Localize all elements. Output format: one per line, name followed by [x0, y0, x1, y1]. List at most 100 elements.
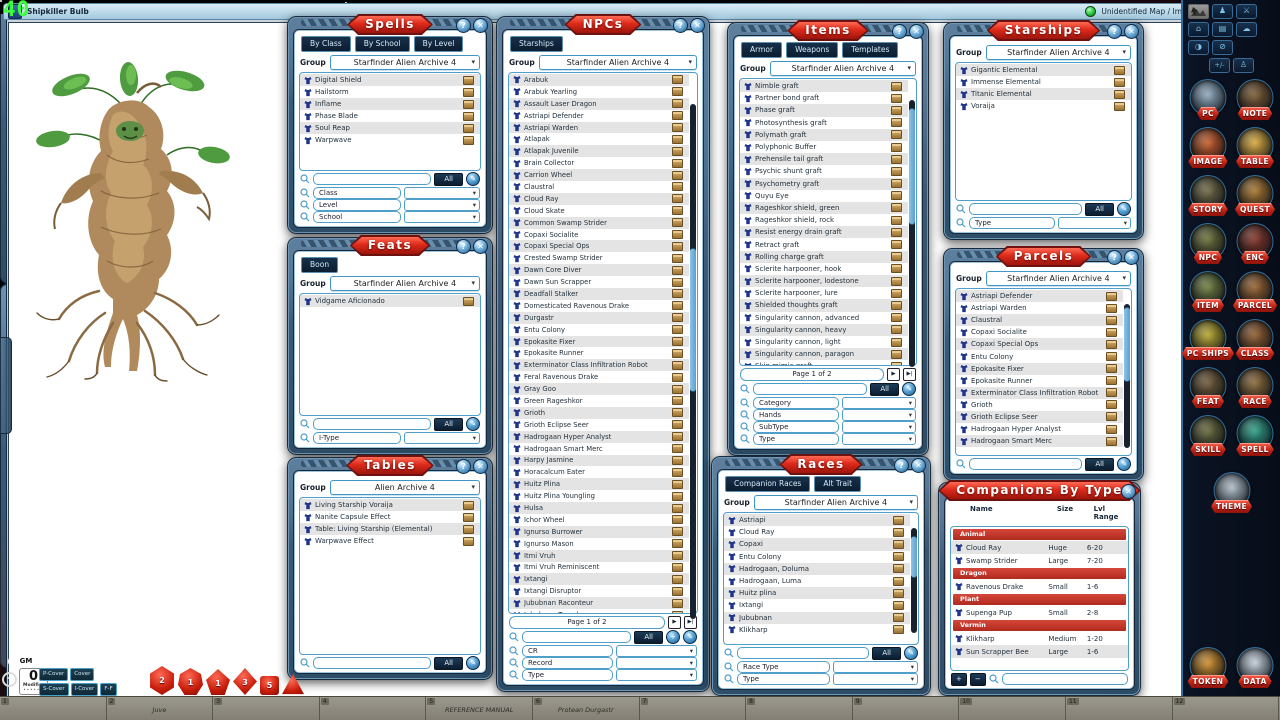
targeting-icon[interactable] — [2, 672, 17, 687]
cover-button[interactable]: S-Cover — [39, 683, 69, 696]
link-icon[interactable] — [1106, 412, 1117, 422]
link-icon[interactable] — [891, 142, 902, 152]
link-icon[interactable] — [672, 194, 683, 204]
remove-button[interactable]: − — [969, 672, 986, 686]
list-item[interactable]: Phase Blade — [300, 110, 480, 122]
filter-dropdown[interactable]: ▾ — [841, 433, 916, 445]
link-icon[interactable] — [672, 218, 683, 228]
list-item[interactable]: Dawn Core Diver — [509, 264, 689, 277]
link-icon[interactable] — [672, 301, 683, 311]
help-button[interactable]: ? — [673, 18, 688, 33]
filter-dropdown[interactable]: ▾ — [403, 187, 480, 199]
group-dropdown[interactable]: Starfinder Alien Archive 4 ▾ — [753, 495, 918, 510]
figure-tool-icon[interactable]: ♟ — [1212, 4, 1233, 19]
search-input[interactable] — [737, 647, 870, 659]
list-item[interactable]: Cloud Ray — [509, 192, 689, 205]
tab[interactable]: Armor — [741, 42, 783, 58]
list-item[interactable]: Retract graft — [740, 238, 908, 250]
edit-button[interactable]: ✎ — [466, 417, 480, 431]
companion-row[interactable]: Sun Scrapper Bee Large 1-6 — [951, 645, 1128, 658]
search-input[interactable] — [313, 657, 432, 669]
combat-tool-icon[interactable]: ⚔ — [1236, 4, 1257, 19]
sidebar-button-theme[interactable]: THEME — [1208, 472, 1255, 511]
sidebar-button[interactable]: TABLE — [1232, 127, 1279, 166]
link-icon[interactable] — [672, 372, 683, 382]
sidebar-button[interactable]: TOKEN — [1185, 647, 1232, 686]
help-button[interactable]: ? — [892, 24, 907, 39]
list-item[interactable]: Epokasite Runner — [956, 375, 1123, 387]
link-icon[interactable] — [891, 154, 902, 164]
next-page-button[interactable]: ▶ — [887, 368, 900, 381]
list-item[interactable]: Hailstorm — [300, 86, 480, 98]
list-item[interactable]: Psychometry graft — [740, 177, 908, 190]
list-item[interactable]: Deadfall Stalker — [509, 288, 689, 300]
hotkey-slot[interactable]: 6 Protean Durgastr — [533, 697, 640, 720]
link-icon[interactable] — [672, 253, 683, 263]
link-icon[interactable] — [672, 503, 683, 513]
tab[interactable]: Starships — [510, 36, 563, 52]
companion-row[interactable]: Ravenous Drake Small 1-6 — [951, 580, 1128, 593]
scrollbar[interactable] — [911, 528, 917, 633]
disable-tool-icon[interactable]: ⊘ — [1212, 40, 1233, 55]
help-button[interactable]: ? — [456, 459, 471, 474]
link-icon[interactable] — [463, 536, 474, 546]
link-icon[interactable] — [672, 158, 683, 168]
list-item[interactable]: Cloud Ray — [724, 526, 910, 538]
link-icon[interactable] — [463, 123, 474, 133]
add-record-button[interactable]: + — [666, 630, 680, 644]
link-icon[interactable] — [893, 539, 904, 549]
link-icon[interactable] — [1106, 424, 1117, 434]
link-icon[interactable] — [672, 182, 683, 192]
link-icon[interactable] — [672, 277, 683, 287]
cover-button[interactable]: Cover — [70, 668, 95, 681]
link-icon[interactable] — [672, 313, 683, 323]
list-item[interactable]: Hadrogaan, Luma — [724, 575, 910, 587]
sidebar-button[interactable]: NOTE — [1232, 79, 1279, 118]
link-icon[interactable] — [672, 586, 683, 596]
search-input[interactable] — [969, 203, 1083, 215]
list-item[interactable]: Atlapak Juvenile — [509, 145, 689, 158]
hotkey-slot[interactable]: 10 — [959, 697, 1066, 720]
link-icon[interactable] — [672, 87, 683, 97]
list-item[interactable]: Astriapi Defender — [509, 110, 689, 122]
list-item[interactable]: Copaxi Socialite — [956, 326, 1123, 338]
link-icon[interactable] — [672, 574, 683, 584]
list-item[interactable]: Feral Ravenous Drake — [509, 371, 689, 383]
link-icon[interactable] — [672, 170, 683, 180]
list-item[interactable]: Assault Laser Dragon — [509, 97, 689, 110]
list-item[interactable]: Epokasite Fixer — [956, 362, 1123, 375]
list-item[interactable]: Hadrogaan, Doluma — [724, 562, 910, 575]
list-item[interactable]: Living Starship Voraija — [300, 499, 480, 511]
list-item[interactable]: Rageshkor shield, green — [740, 201, 908, 215]
list-item[interactable]: Itmi Vruh — [509, 549, 689, 562]
plus-minus-button[interactable]: +/- — [1209, 58, 1230, 73]
link-icon[interactable] — [672, 515, 683, 525]
link-icon[interactable] — [1114, 65, 1125, 75]
notes-tool-icon[interactable]: ▤ — [1212, 22, 1233, 37]
tab[interactable]: Boon — [301, 257, 339, 273]
list-item[interactable]: Copaxi Special Ops — [956, 338, 1123, 351]
link-icon[interactable] — [891, 264, 902, 274]
list-item[interactable]: Entu Colony — [956, 350, 1123, 362]
list-item[interactable]: Domesticated Ravenous Drake — [509, 300, 689, 312]
edit-button[interactable]: ✎ — [466, 172, 480, 186]
list-item[interactable]: Entu Colony — [724, 551, 910, 563]
link-icon[interactable] — [893, 600, 904, 610]
link-icon[interactable] — [891, 325, 902, 335]
tab[interactable]: Templates — [842, 42, 899, 58]
link-icon[interactable] — [672, 444, 683, 454]
edit-button[interactable]: ✎ — [904, 646, 918, 660]
link-icon[interactable] — [672, 265, 683, 275]
link-icon[interactable] — [891, 276, 902, 286]
link-icon[interactable] — [672, 230, 683, 240]
link-icon[interactable] — [463, 500, 474, 510]
sidebar-button[interactable]: PC — [1185, 79, 1232, 118]
link-icon[interactable] — [463, 135, 474, 145]
list-item[interactable]: Quyu Eye — [740, 190, 908, 202]
list-item[interactable]: Polyphonic Buffer — [740, 141, 908, 153]
link-icon[interactable] — [891, 93, 902, 103]
link-icon[interactable] — [891, 252, 902, 262]
link-icon[interactable] — [672, 348, 683, 358]
die[interactable] — [282, 674, 304, 695]
character-tool-icon[interactable]: ♙ — [1233, 58, 1254, 73]
